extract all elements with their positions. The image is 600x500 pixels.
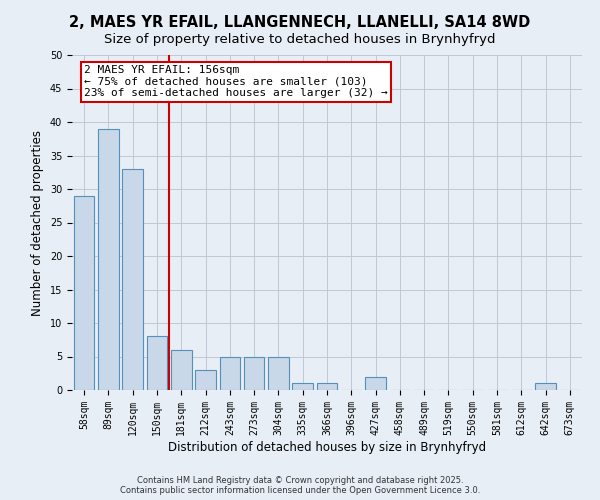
- Bar: [535, 384, 556, 390]
- X-axis label: Distribution of detached houses by size in Brynhyfryd: Distribution of detached houses by size …: [168, 440, 486, 454]
- Bar: [317, 384, 337, 390]
- Bar: [122, 169, 143, 390]
- Text: 2, MAES YR EFAIL, LLANGENNECH, LLANELLI, SA14 8WD: 2, MAES YR EFAIL, LLANGENNECH, LLANELLI,…: [70, 15, 530, 30]
- Text: Size of property relative to detached houses in Brynhyfryd: Size of property relative to detached ho…: [104, 32, 496, 46]
- Bar: [292, 384, 313, 390]
- Bar: [268, 356, 289, 390]
- Bar: [146, 336, 167, 390]
- Bar: [171, 350, 191, 390]
- Bar: [74, 196, 94, 390]
- Bar: [195, 370, 216, 390]
- Y-axis label: Number of detached properties: Number of detached properties: [31, 130, 44, 316]
- Text: Contains HM Land Registry data © Crown copyright and database right 2025.
Contai: Contains HM Land Registry data © Crown c…: [120, 476, 480, 495]
- Bar: [365, 376, 386, 390]
- Bar: [244, 356, 265, 390]
- Text: 2 MAES YR EFAIL: 156sqm
← 75% of detached houses are smaller (103)
23% of semi-d: 2 MAES YR EFAIL: 156sqm ← 75% of detache…: [85, 65, 388, 98]
- Bar: [220, 356, 240, 390]
- Bar: [98, 128, 119, 390]
